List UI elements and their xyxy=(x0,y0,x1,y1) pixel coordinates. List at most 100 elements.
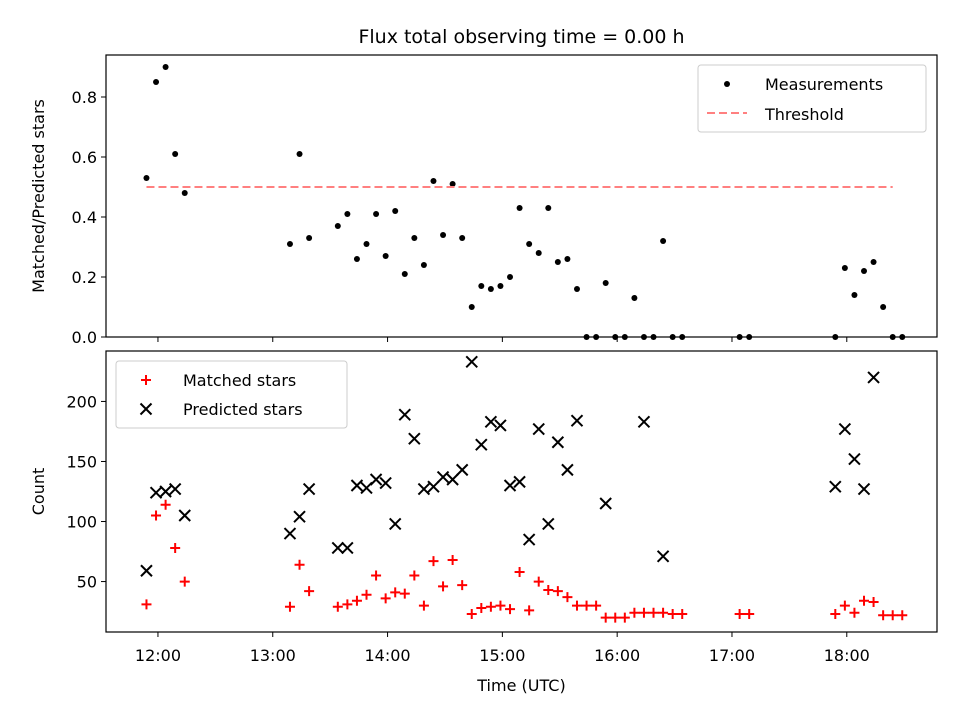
plot-frame xyxy=(105,54,938,338)
predicted-point xyxy=(656,550,670,563)
predicted-point xyxy=(178,509,191,522)
matched-point xyxy=(533,576,544,587)
measurement-point xyxy=(143,175,150,181)
matched-point xyxy=(524,605,535,616)
series-measurements xyxy=(143,64,906,340)
matched-point xyxy=(581,600,592,611)
matched-point xyxy=(839,600,850,611)
matched-point xyxy=(141,599,152,610)
x-axis-title: Time (UTC) xyxy=(476,676,565,695)
measurement-point xyxy=(564,256,571,262)
matched-point xyxy=(304,586,315,597)
matched-point xyxy=(485,601,496,612)
matched-point xyxy=(878,610,889,621)
measurement-point xyxy=(554,259,561,265)
matched-point xyxy=(342,599,353,610)
measurement-point xyxy=(353,256,360,262)
matched-point xyxy=(887,610,898,621)
series-predicted-stars xyxy=(140,355,880,577)
legend: Matched stars Predicted stars xyxy=(115,360,348,429)
x-tick-label: 14:00 xyxy=(365,646,411,665)
measurement-point xyxy=(660,238,667,244)
measurement-point xyxy=(841,265,848,271)
measurement-point xyxy=(162,64,169,70)
predicted-point xyxy=(522,533,536,546)
y-tick-label: 0.2 xyxy=(72,268,97,287)
legend-box xyxy=(697,64,927,133)
measurement-point xyxy=(373,211,380,217)
predicted-point xyxy=(838,422,852,436)
matched-point xyxy=(505,604,516,615)
legend-label-matched: Matched stars xyxy=(183,371,296,390)
predicted-point xyxy=(599,497,612,510)
matched-point xyxy=(734,608,745,619)
matched-point xyxy=(447,554,458,565)
measurement-point xyxy=(153,79,160,85)
x-tick-label: 16:00 xyxy=(594,646,640,665)
predicted-point xyxy=(168,482,182,496)
chart-title: Flux total observing time = 0.00 h xyxy=(358,26,684,48)
predicted-point xyxy=(857,482,871,496)
predicted-point xyxy=(417,482,431,496)
matched-point xyxy=(658,607,669,618)
series-matched-stars xyxy=(141,499,908,623)
matched-point xyxy=(418,600,429,611)
matched-point xyxy=(151,510,162,521)
measurement-point xyxy=(602,280,609,286)
measurement-point xyxy=(382,253,389,259)
panel-1: 0.0 0.2 0.4 0.6 0.8 Matched/Predicted stars Me… xyxy=(29,54,938,347)
y-axis-title: Count xyxy=(29,468,48,516)
y-tick-label: 100 xyxy=(66,513,97,532)
measurement-point xyxy=(631,295,638,301)
matched-point xyxy=(170,542,181,553)
x-tick-label: 12:00 xyxy=(135,646,181,665)
matched-point xyxy=(438,581,449,592)
matched-point xyxy=(399,588,410,599)
plot-frame xyxy=(105,350,938,633)
legend-box xyxy=(115,360,348,429)
matched-point xyxy=(514,566,525,577)
legend-marker-measurements xyxy=(724,81,730,87)
measurement-point xyxy=(172,151,179,157)
predicted-point xyxy=(532,422,545,436)
measurement-point xyxy=(507,274,514,280)
predicted-point xyxy=(293,510,306,523)
measurement-point xyxy=(296,151,303,157)
predicted-point xyxy=(848,452,861,466)
y-tick-label: 150 xyxy=(66,452,97,471)
measurement-point xyxy=(516,205,523,211)
measurement-point xyxy=(430,178,437,184)
predicted-point xyxy=(341,541,354,555)
matched-point xyxy=(619,612,630,623)
predicted-point xyxy=(159,485,172,498)
legend: Measurements Threshold xyxy=(697,64,927,133)
measurement-point xyxy=(334,223,341,229)
matched-point xyxy=(897,610,908,621)
predicted-point xyxy=(446,473,459,486)
matched-point xyxy=(380,593,391,604)
predicted-point xyxy=(513,475,526,489)
measurement-point xyxy=(880,304,887,310)
matched-point xyxy=(600,612,611,623)
predicted-point xyxy=(398,408,411,421)
panel-2: 50 100 150 200 Count Matched stars Predicted s… xyxy=(29,350,938,695)
measurement-point xyxy=(344,211,351,217)
predicted-point xyxy=(427,480,440,493)
matched-point xyxy=(859,595,870,606)
measurement-point xyxy=(487,286,494,292)
measurement-point xyxy=(545,205,552,211)
predicted-point xyxy=(637,415,651,429)
legend-label-measurements: Measurements xyxy=(765,75,883,94)
matched-point xyxy=(571,600,582,611)
predicted-point xyxy=(561,463,574,477)
x-tick-label: 17:00 xyxy=(709,646,755,665)
matched-point xyxy=(160,499,171,510)
matched-point xyxy=(849,607,860,618)
predicted-point xyxy=(829,480,842,493)
x-tick-label: 18:00 xyxy=(824,646,870,665)
matched-point xyxy=(638,607,649,618)
measurement-point xyxy=(573,286,580,292)
predicted-point xyxy=(465,355,478,369)
measurement-point xyxy=(401,271,408,277)
